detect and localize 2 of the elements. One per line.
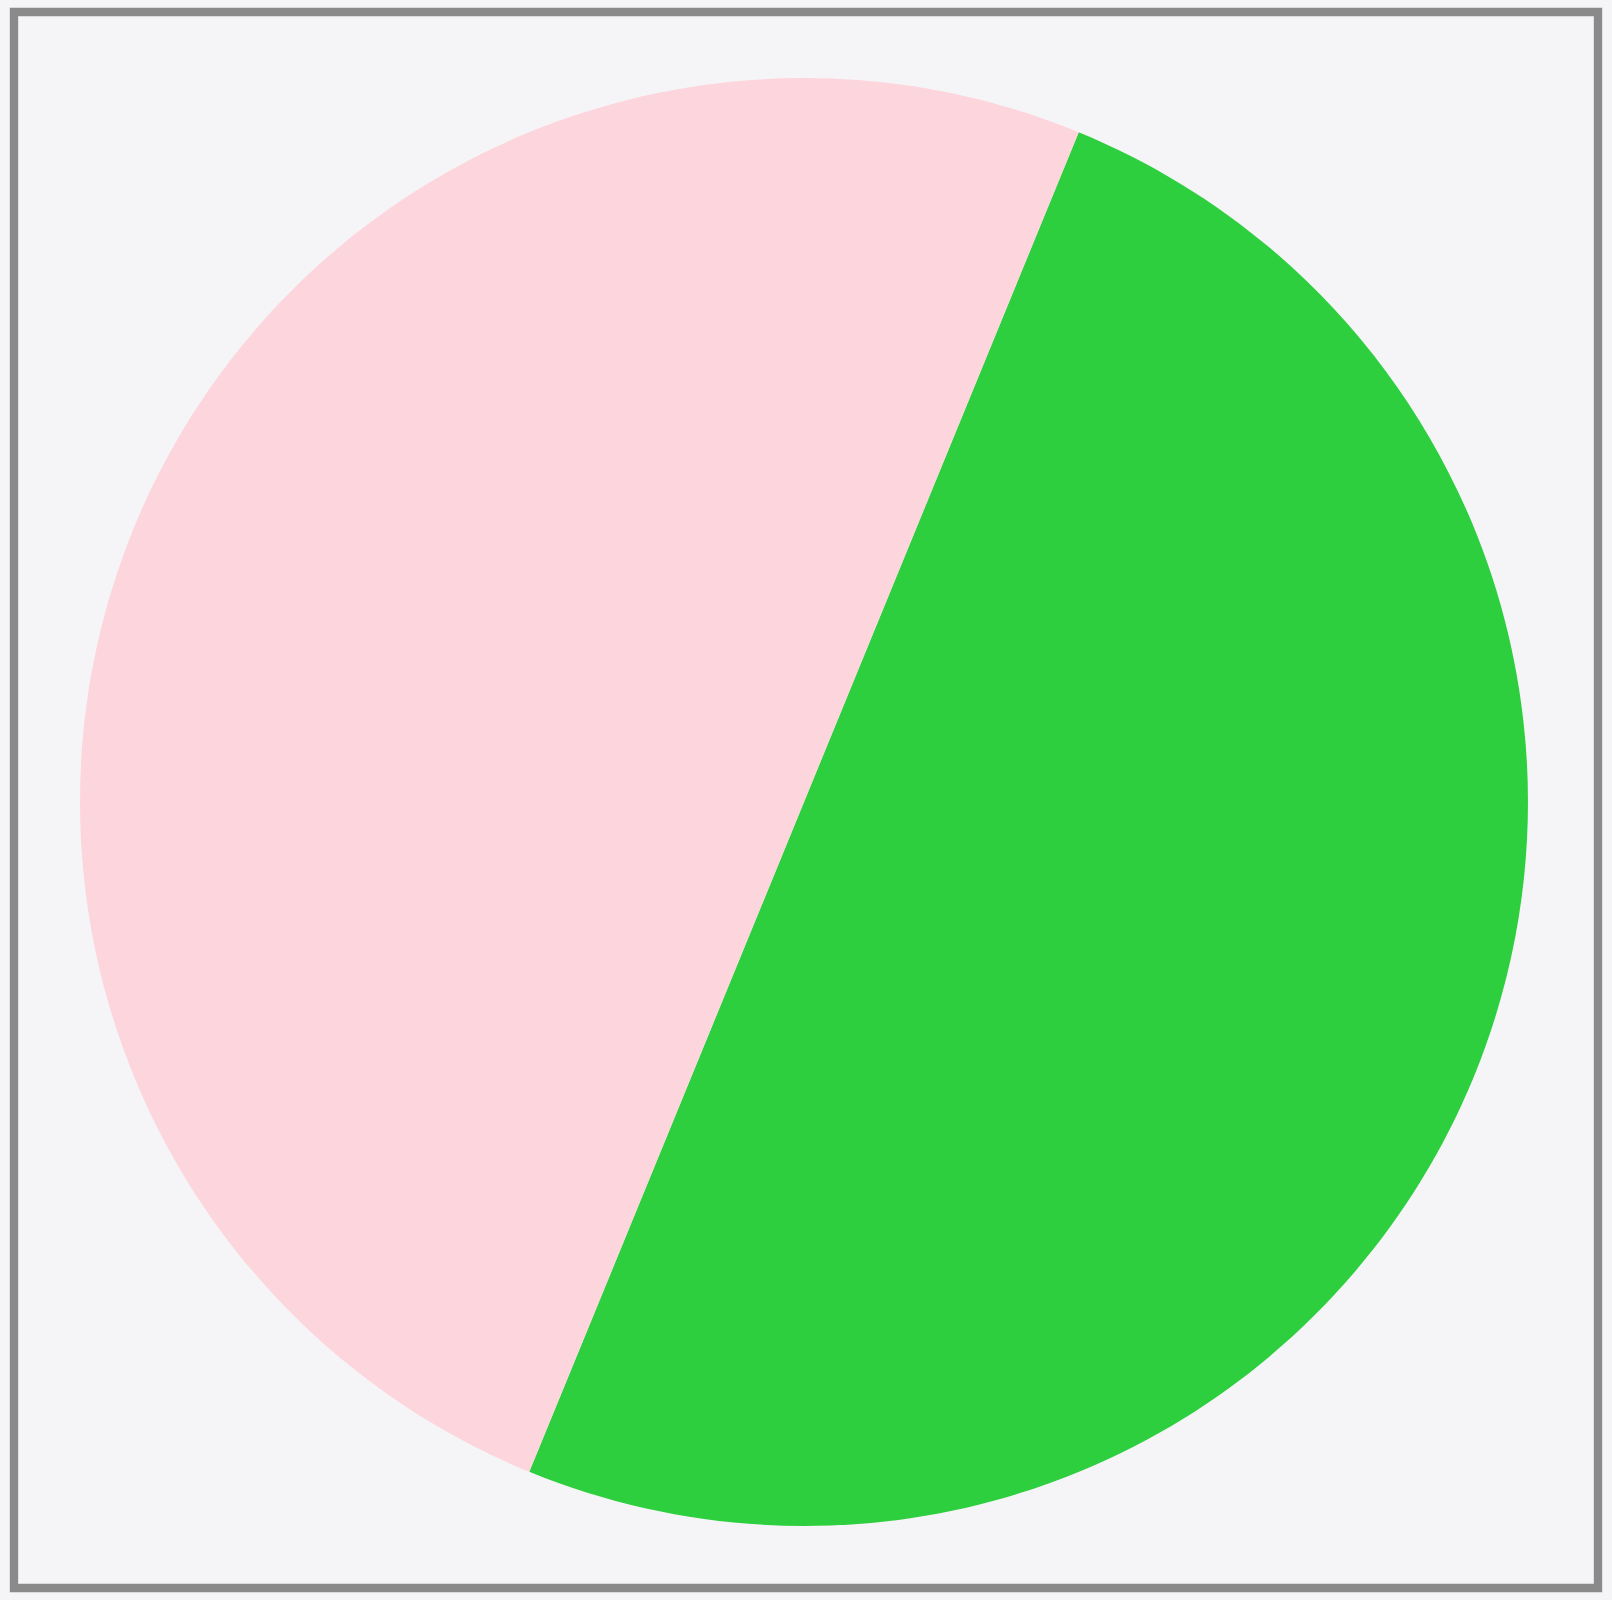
- pie-slice: [529, 132, 1528, 1526]
- pie-slice: [80, 78, 1079, 1472]
